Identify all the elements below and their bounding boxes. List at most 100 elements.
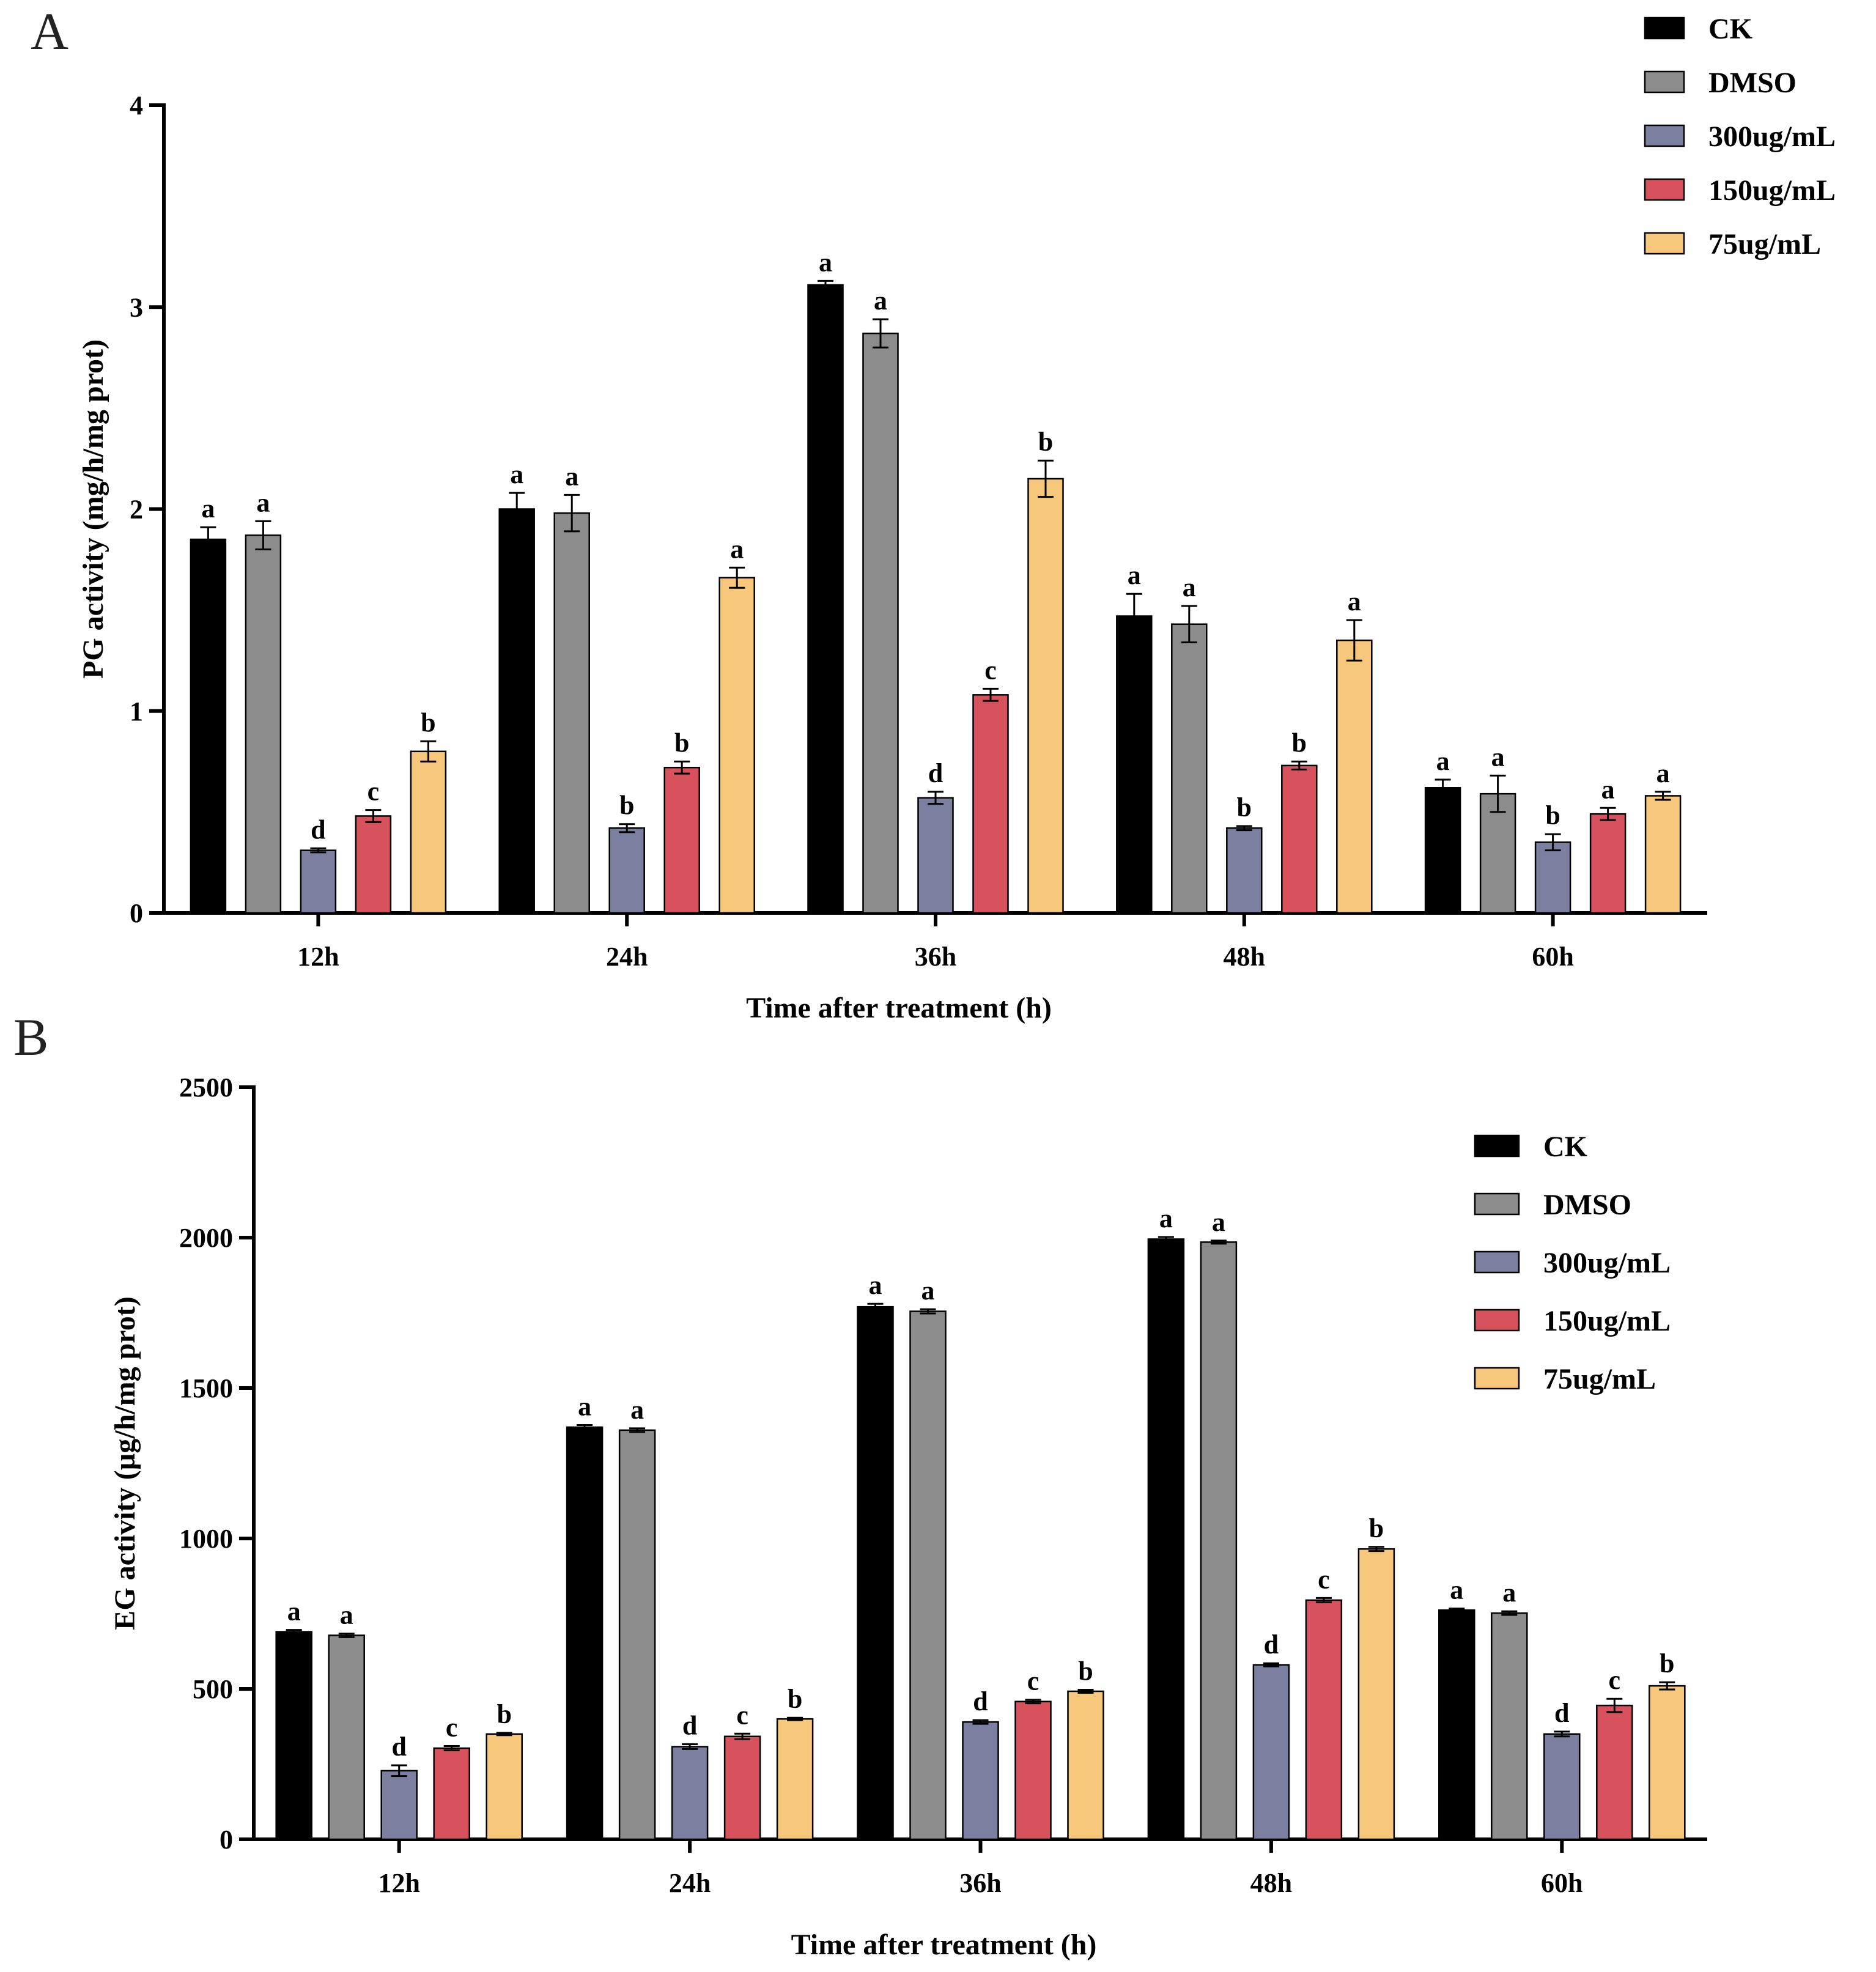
significance-label: a: [730, 534, 744, 564]
legend-swatch: [1474, 1309, 1520, 1332]
significance-label: a: [1502, 1578, 1516, 1608]
legend-swatch: [1644, 124, 1685, 147]
legend-swatch: [1644, 70, 1685, 94]
x-axis-title: Time after treatment (h): [746, 992, 1052, 1024]
bar: [917, 797, 954, 914]
bar: [355, 815, 392, 914]
legend-label: 300ug/mL: [1708, 120, 1836, 153]
bar: [566, 1426, 604, 1841]
significance-label: b: [788, 1684, 802, 1714]
legend-swatch: [1474, 1134, 1520, 1158]
bar: [1281, 764, 1318, 914]
significance-label: a: [921, 1276, 935, 1305]
x-tick-label: 36h: [959, 1868, 1001, 1898]
x-tick-label: 24h: [606, 942, 648, 972]
bar: [909, 1310, 947, 1841]
significance-label: d: [1554, 1698, 1569, 1728]
significance-label: a: [1491, 742, 1505, 772]
bar: [1200, 1241, 1238, 1841]
x-tick-label: 48h: [1224, 942, 1265, 972]
significance-label: a: [340, 1600, 353, 1630]
bar: [1067, 1690, 1104, 1841]
significance-label: c: [1318, 1564, 1330, 1594]
significance-label: a: [1348, 586, 1361, 616]
bar: [245, 534, 282, 914]
bar: [807, 284, 844, 914]
bar: [1336, 639, 1373, 914]
chart-eg-activity: 0 500 1000 1500 2000 2500 12h a a d c b 24h a a d c b 36h a…: [109, 1073, 1707, 1961]
y-tick-label: 1500: [179, 1373, 233, 1403]
bar: [718, 577, 755, 914]
x-tick-label: 36h: [915, 942, 956, 972]
y-tick-label: 2000: [179, 1223, 233, 1253]
bar: [972, 694, 1009, 914]
significance-label: c: [367, 777, 380, 807]
bar: [1305, 1599, 1343, 1841]
significance-label: d: [1264, 1630, 1279, 1660]
x-tick-label: 24h: [669, 1868, 711, 1898]
bar: [1479, 792, 1516, 914]
y-axis-title: PG activity (mg/h/mg prot): [77, 339, 109, 679]
significance-label: a: [1601, 774, 1615, 804]
y-tick-label: 500: [193, 1674, 233, 1704]
significance-label: b: [421, 707, 435, 737]
bar: [380, 1770, 418, 1841]
significance-label: a: [578, 1392, 591, 1422]
significance-label: b: [1660, 1649, 1674, 1678]
significance-label: c: [1609, 1665, 1621, 1695]
bar: [776, 1718, 814, 1841]
bar: [1226, 827, 1263, 914]
x-tick-label: 12h: [297, 942, 339, 972]
bar: [618, 1429, 656, 1841]
y-tick-label: 2500: [179, 1073, 233, 1102]
significance-label: a: [1436, 746, 1450, 776]
y-tick-label: 1000: [179, 1524, 233, 1554]
significance-label: a: [201, 493, 215, 523]
legend-swatch: [1644, 17, 1685, 40]
bar: [1147, 1238, 1185, 1841]
significance-label: c: [446, 1712, 458, 1742]
bar: [723, 1735, 761, 1841]
y-tick-label: 0: [220, 1825, 233, 1855]
bar: [1014, 1701, 1052, 1841]
significance-label: d: [682, 1711, 697, 1741]
significance-label: b: [1078, 1656, 1093, 1686]
significance-label: b: [497, 1699, 511, 1729]
y-tick-label: 1: [130, 696, 143, 726]
legend-label: CK: [1543, 1131, 1587, 1163]
significance-label: b: [1369, 1513, 1384, 1543]
panel-letter-a: A: [31, 2, 68, 61]
legend-label: 75ug/mL: [1708, 228, 1821, 260]
significance-label: a: [1183, 572, 1196, 602]
x-tick-label: 12h: [378, 1868, 419, 1898]
significance-label: d: [391, 1732, 406, 1762]
bar: [1589, 813, 1627, 914]
significance-label: a: [869, 1270, 882, 1300]
significance-label: b: [1237, 792, 1252, 822]
legend-label: 300ug/mL: [1543, 1247, 1671, 1279]
bar: [433, 1747, 470, 1841]
significance-label: b: [1545, 800, 1560, 830]
legend-label: 150ug/mL: [1708, 174, 1836, 207]
significance-label: c: [984, 655, 997, 685]
bar: [498, 508, 535, 914]
bar: [1116, 615, 1153, 914]
bar: [1027, 478, 1064, 914]
bar: [410, 750, 447, 914]
significance-label: b: [619, 791, 634, 821]
x-tick-label: 60h: [1532, 942, 1573, 972]
legend-label: CK: [1708, 13, 1752, 45]
significance-label: d: [973, 1686, 988, 1716]
bar: [671, 1746, 709, 1841]
chart-pg-activity: 0 1 2 3 4 12h a a d c b 24h a a b b a 36h a a d c b 48h a a b b a 60h…: [77, 13, 1836, 1024]
significance-label: a: [1212, 1207, 1225, 1237]
significance-label: a: [1128, 560, 1141, 590]
y-tick-label: 2: [130, 495, 143, 525]
legend-swatch: [1474, 1250, 1520, 1274]
bar: [1649, 1685, 1686, 1841]
legend-label: 150ug/mL: [1543, 1305, 1671, 1337]
significance-label: c: [736, 1700, 748, 1730]
y-tick-label: 4: [130, 90, 143, 120]
bar: [1252, 1664, 1290, 1841]
